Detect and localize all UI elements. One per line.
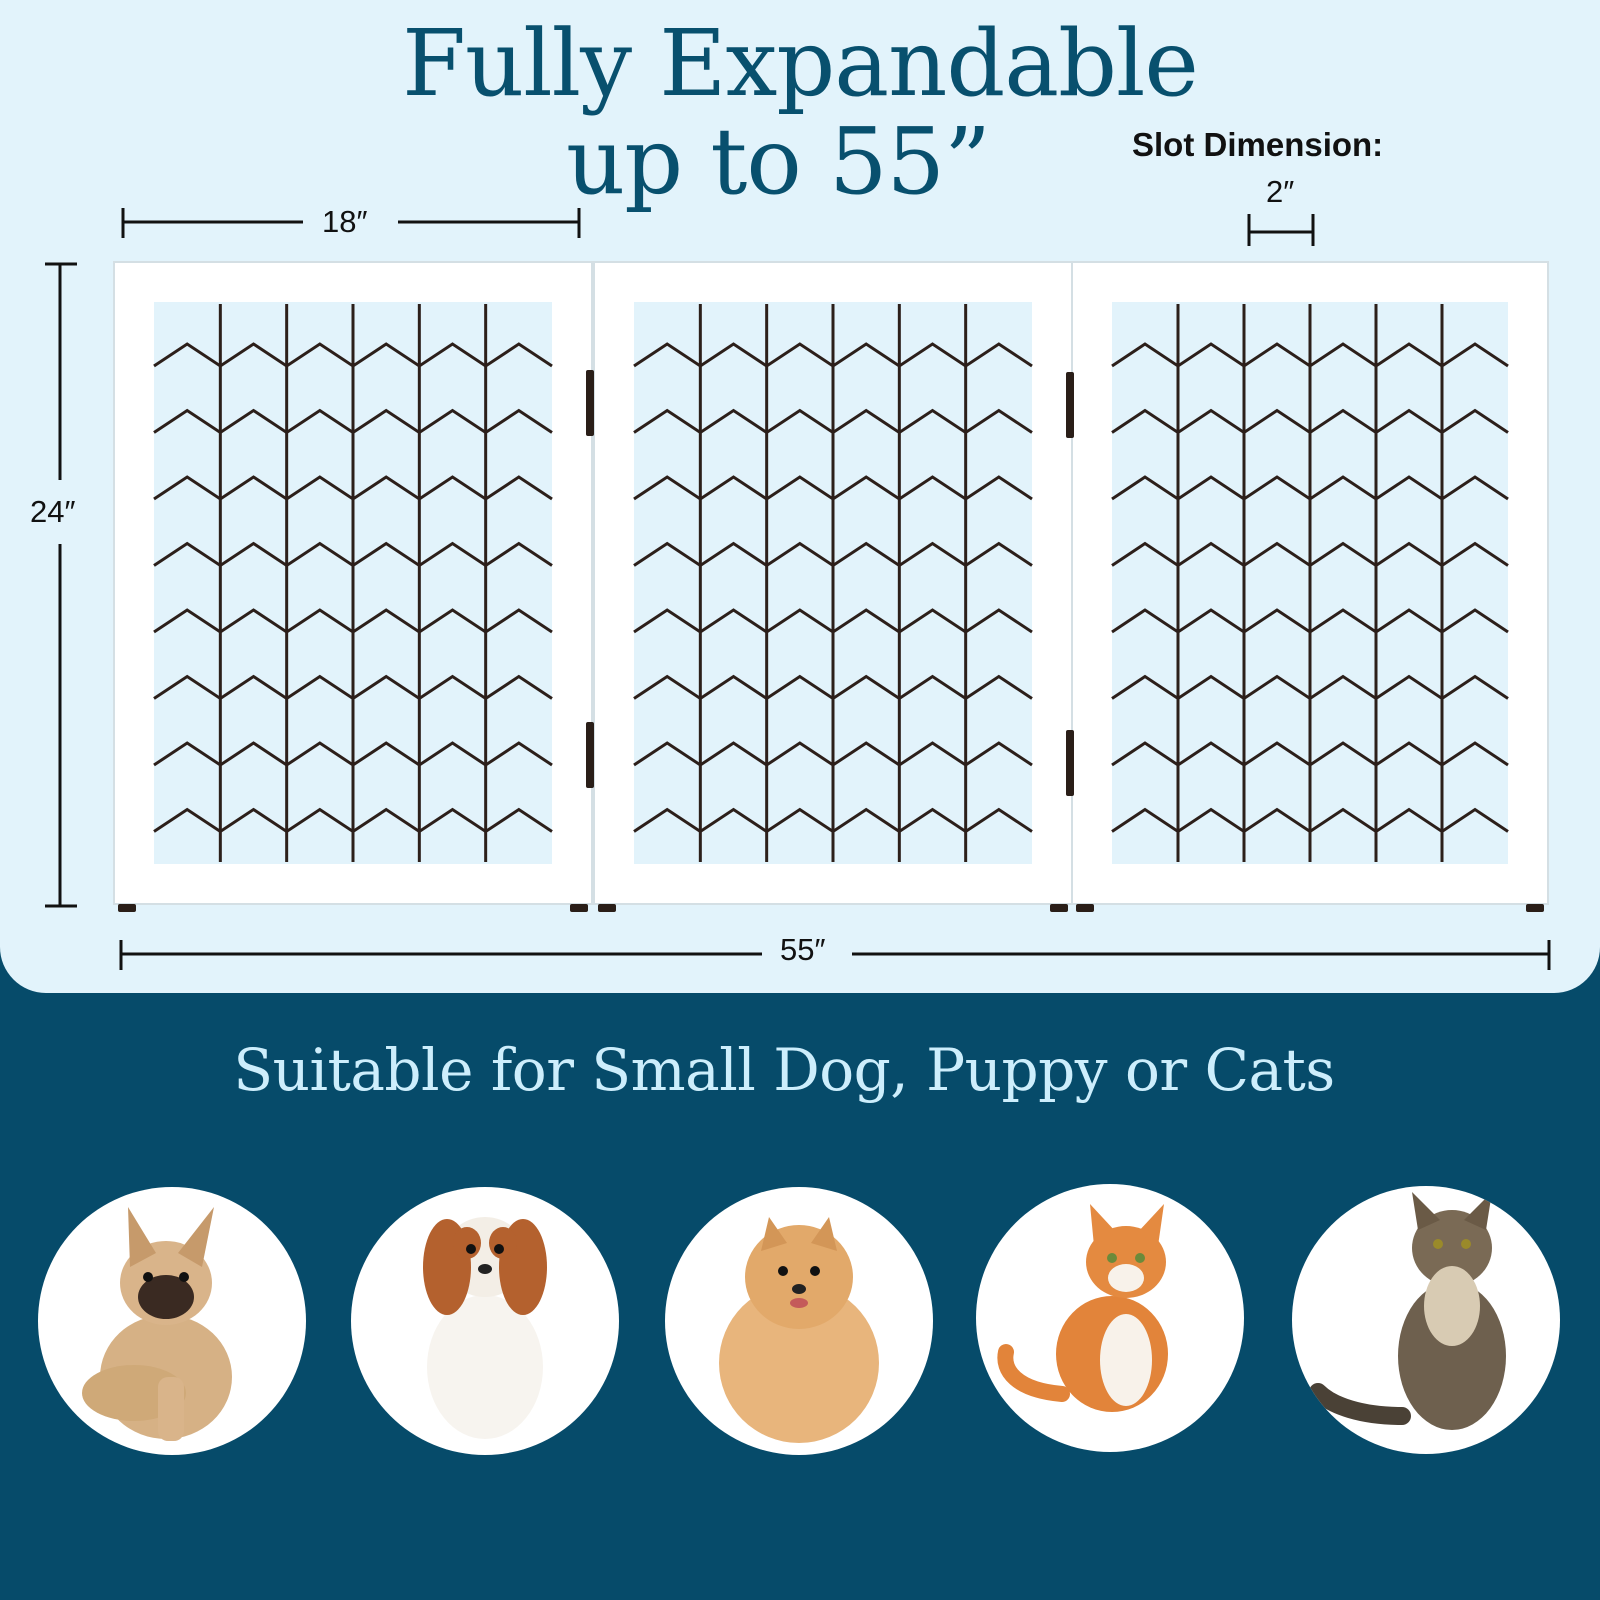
panel-foot xyxy=(570,904,588,912)
wire-chevron xyxy=(153,674,553,701)
hinge xyxy=(1066,372,1074,438)
orange-white-cat-image xyxy=(997,1204,1168,1412)
gate-panels xyxy=(113,261,1549,912)
panel-foot xyxy=(598,904,616,912)
wire-chevron xyxy=(1111,541,1509,568)
wire-chevron xyxy=(633,408,1033,435)
panel-foot xyxy=(1076,904,1094,912)
slot-dimension-title: Slot Dimension: xyxy=(1132,126,1384,163)
panel-foot xyxy=(118,904,136,912)
maine-coon-cat-image xyxy=(1309,1192,1506,1430)
dimension-lines xyxy=(45,208,1551,970)
gate-panel-1 xyxy=(113,261,593,912)
total-width-label: 55″ xyxy=(780,932,826,967)
french-bulldog-image xyxy=(82,1207,232,1441)
slot-dimension-value: 2″ xyxy=(1266,174,1295,209)
headline-line-2: up to 55” xyxy=(565,108,991,215)
wire-chevron xyxy=(633,807,1033,834)
gate-diagram xyxy=(45,208,1551,970)
wire-chevron xyxy=(1111,408,1509,435)
panel-foot xyxy=(1526,904,1544,912)
pet-photo-cavalier-spaniel xyxy=(351,1187,619,1455)
wire-chevron xyxy=(1111,342,1509,368)
pet-photo-pomeranian xyxy=(665,1187,933,1455)
hinge xyxy=(586,722,594,788)
wire-chevron xyxy=(153,541,553,568)
wire-chevron xyxy=(1111,807,1509,834)
height-label: 24″ xyxy=(30,494,76,529)
wire-chevron xyxy=(633,342,1033,368)
wire-chevron xyxy=(153,408,553,435)
wire-chevron xyxy=(153,475,553,501)
wire-chevron xyxy=(1111,608,1509,634)
wire-chevron xyxy=(633,541,1033,568)
gate-panel-3 xyxy=(1071,261,1549,912)
cavalier-spaniel-image xyxy=(423,1217,547,1439)
pomeranian-image xyxy=(719,1217,879,1443)
wire-chevron xyxy=(1111,674,1509,701)
wire-chevron xyxy=(153,608,553,634)
wire-chevron xyxy=(633,674,1033,701)
wire-chevron xyxy=(1111,741,1509,767)
panel-foot xyxy=(1050,904,1068,912)
wire-chevron xyxy=(153,342,553,368)
pet-photo-orange-white-cat xyxy=(976,1184,1244,1452)
wire-chevron xyxy=(153,807,553,834)
wire-chevron xyxy=(633,608,1033,634)
hinge xyxy=(586,370,594,436)
headline-line-1: Fully Expandable xyxy=(402,10,1199,117)
wire-chevron xyxy=(153,741,553,767)
panel-width-label: 18″ xyxy=(322,204,368,239)
suitability-subtitle: Suitable for Small Dog, Puppy or Cats xyxy=(233,1036,1335,1104)
pet-photo-french-bulldog xyxy=(38,1187,306,1455)
wire-chevron xyxy=(633,741,1033,767)
pet-photo-maine-coon-cat xyxy=(1292,1186,1560,1454)
hinge xyxy=(1066,730,1074,796)
gate-panel-2 xyxy=(593,261,1073,912)
wire-chevron xyxy=(633,475,1033,501)
wire-chevron xyxy=(1111,475,1509,501)
